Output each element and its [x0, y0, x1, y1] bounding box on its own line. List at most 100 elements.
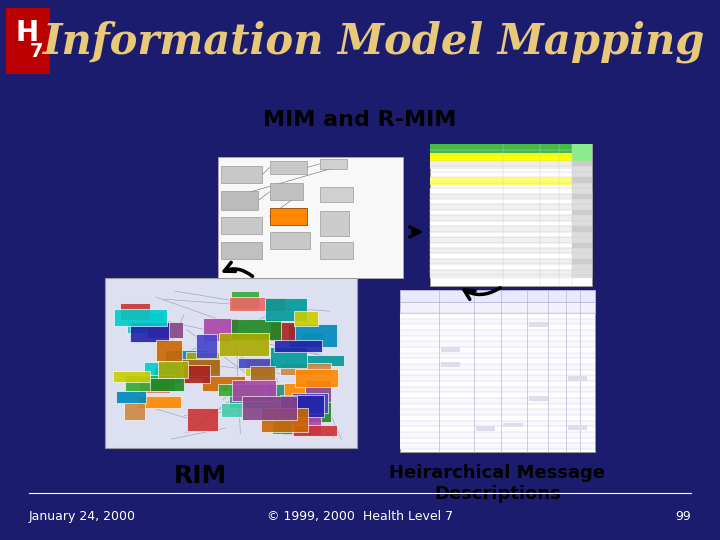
Bar	[269, 161, 307, 173]
Text: Information Model Mapping: Information Model Mapping	[43, 21, 706, 63]
Bar	[430, 193, 592, 202]
Bar	[221, 217, 262, 234]
Text: 99: 99	[675, 510, 691, 523]
Bar	[572, 226, 592, 234]
Bar	[113, 372, 150, 382]
Bar	[306, 355, 344, 366]
Bar	[430, 199, 592, 207]
Bar	[572, 248, 592, 256]
Text: RIM: RIM	[174, 464, 228, 488]
Bar	[400, 387, 595, 392]
Bar	[196, 334, 217, 359]
Bar	[400, 313, 595, 319]
Bar	[270, 322, 295, 341]
Bar	[294, 310, 318, 326]
Bar	[218, 384, 265, 396]
Bar	[400, 291, 595, 453]
Bar	[400, 330, 595, 335]
Text: Heirarchical Message
Descriptions: Heirarchical Message Descriptions	[390, 464, 606, 503]
Bar	[269, 207, 307, 225]
Bar	[430, 265, 592, 273]
Bar	[203, 318, 238, 341]
Bar	[430, 237, 592, 245]
Bar	[400, 415, 595, 421]
Bar	[572, 205, 592, 213]
Bar	[400, 359, 595, 364]
Bar	[295, 369, 338, 387]
Bar	[270, 347, 307, 368]
Bar	[400, 404, 595, 409]
Bar	[320, 241, 353, 259]
Bar	[400, 427, 595, 432]
Bar	[430, 215, 592, 224]
Bar	[572, 259, 592, 267]
Bar	[125, 375, 175, 391]
Bar	[173, 359, 220, 376]
Bar	[430, 205, 592, 213]
Bar	[400, 370, 595, 375]
Bar	[400, 347, 595, 353]
Bar	[238, 358, 273, 368]
Bar	[503, 423, 523, 428]
Text: January 24, 2000: January 24, 2000	[29, 510, 136, 523]
Bar	[568, 376, 588, 381]
Bar	[430, 188, 592, 196]
Bar	[221, 241, 262, 259]
Bar	[441, 347, 460, 352]
Bar	[150, 378, 184, 392]
Bar	[264, 383, 305, 397]
Bar	[320, 187, 353, 201]
Bar	[320, 211, 349, 235]
Bar	[269, 232, 310, 249]
Bar	[292, 393, 328, 413]
Bar	[305, 380, 331, 402]
Bar	[245, 359, 272, 376]
Text: © 1999, 2000  Health Level 7: © 1999, 2000 Health Level 7	[267, 510, 453, 523]
Bar	[145, 362, 181, 383]
Bar	[186, 353, 219, 374]
Bar	[572, 183, 592, 191]
Bar	[400, 381, 595, 387]
Bar	[282, 414, 321, 435]
Bar	[572, 232, 592, 240]
Bar	[231, 319, 281, 340]
Bar	[139, 379, 171, 393]
Bar	[572, 172, 592, 180]
Bar	[572, 188, 592, 196]
Bar	[400, 364, 595, 370]
Bar	[130, 322, 169, 342]
Bar	[528, 396, 548, 401]
Bar	[400, 421, 595, 427]
Bar	[320, 159, 348, 168]
Bar	[156, 340, 182, 361]
Bar	[400, 307, 595, 313]
Bar	[221, 191, 258, 210]
Bar	[400, 291, 595, 301]
Text: H: H	[16, 19, 39, 48]
Bar	[400, 335, 595, 341]
Bar	[400, 409, 595, 415]
Bar	[6, 8, 50, 73]
Bar	[430, 248, 592, 256]
Bar	[430, 210, 592, 218]
Bar	[400, 398, 595, 404]
Bar	[400, 432, 595, 438]
Bar	[105, 278, 356, 448]
Bar	[202, 376, 246, 392]
Bar	[430, 221, 592, 229]
Bar	[572, 270, 592, 278]
Bar	[572, 193, 592, 202]
Bar	[430, 153, 592, 161]
Bar	[572, 253, 592, 262]
Bar	[261, 408, 308, 431]
Bar	[231, 292, 259, 309]
Bar	[274, 340, 322, 353]
Bar	[165, 350, 210, 372]
Bar	[158, 361, 188, 378]
Bar	[272, 418, 292, 434]
Bar	[117, 391, 146, 403]
Bar	[279, 395, 324, 417]
Bar	[221, 166, 262, 183]
Bar	[280, 363, 330, 375]
Bar	[568, 425, 588, 430]
